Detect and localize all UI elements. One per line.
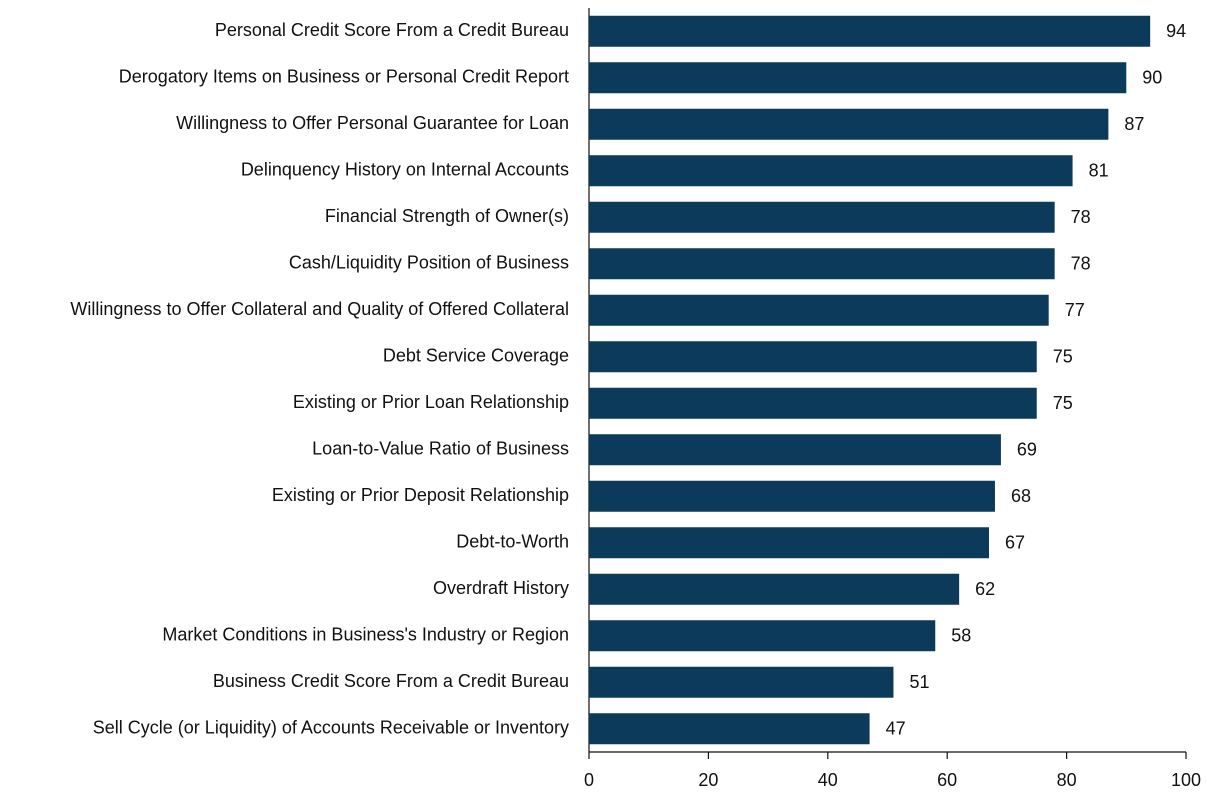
bar (589, 387, 1037, 419)
value-label: 78 (1071, 207, 1091, 227)
bar (589, 108, 1109, 140)
bar (589, 666, 894, 698)
x-tick-label: 80 (1057, 770, 1077, 790)
value-label: 62 (975, 579, 995, 599)
value-label: 75 (1053, 393, 1073, 413)
x-tick-label: 60 (937, 770, 957, 790)
x-tick-label: 100 (1171, 770, 1201, 790)
x-tick-label: 20 (698, 770, 718, 790)
value-label: 75 (1053, 347, 1073, 367)
y-tick-label: Personal Credit Score From a Credit Bure… (215, 20, 569, 40)
y-tick-label: Cash/Liquidity Position of Business (289, 253, 569, 273)
y-tick-label: Willingness to Offer Personal Guarantee … (176, 113, 569, 133)
y-tick-label: Delinquency History on Internal Accounts (241, 160, 569, 180)
y-tick-label: Market Conditions in Business's Industry… (162, 625, 569, 645)
value-label: 94 (1166, 21, 1186, 41)
value-label: 81 (1089, 161, 1109, 181)
value-label: 90 (1142, 68, 1162, 88)
bar (589, 155, 1073, 187)
y-tick-label: Sell Cycle (or Liquidity) of Accounts Re… (93, 718, 569, 738)
bar (589, 434, 1001, 466)
bar (589, 713, 870, 745)
bar (589, 527, 989, 559)
bar (589, 201, 1055, 233)
y-tick-label: Debt Service Coverage (383, 346, 569, 366)
bar (589, 573, 960, 605)
y-tick-label: Derogatory Items on Business or Personal… (119, 67, 569, 87)
value-label: 87 (1124, 114, 1144, 134)
y-tick-label: Overdraft History (433, 578, 569, 598)
y-tick-label: Financial Strength of Owner(s) (325, 206, 569, 226)
value-label: 58 (951, 626, 971, 646)
y-tick-label: Willingness to Offer Collateral and Qual… (70, 299, 569, 319)
y-tick-label: Existing or Prior Deposit Relationship (272, 485, 569, 505)
value-label: 67 (1005, 533, 1025, 553)
value-label: 78 (1071, 254, 1091, 274)
x-tick-label: 0 (584, 770, 594, 790)
bar (589, 620, 936, 652)
y-tick-label: Debt-to-Worth (456, 532, 569, 552)
bar (589, 480, 995, 512)
bar (589, 341, 1037, 373)
value-label: 68 (1011, 486, 1031, 506)
y-tick-label: Business Credit Score From a Credit Bure… (213, 671, 569, 691)
value-label: 69 (1017, 440, 1037, 460)
bar (589, 248, 1055, 280)
x-tick-label: 40 (818, 770, 838, 790)
bar (589, 294, 1049, 326)
y-tick-label: Loan-to-Value Ratio of Business (312, 439, 569, 459)
value-label: 47 (886, 719, 906, 739)
bar (589, 15, 1151, 47)
bar (589, 62, 1127, 94)
value-label: 51 (909, 672, 929, 692)
y-tick-label: Existing or Prior Loan Relationship (293, 392, 569, 412)
value-label: 77 (1065, 300, 1085, 320)
